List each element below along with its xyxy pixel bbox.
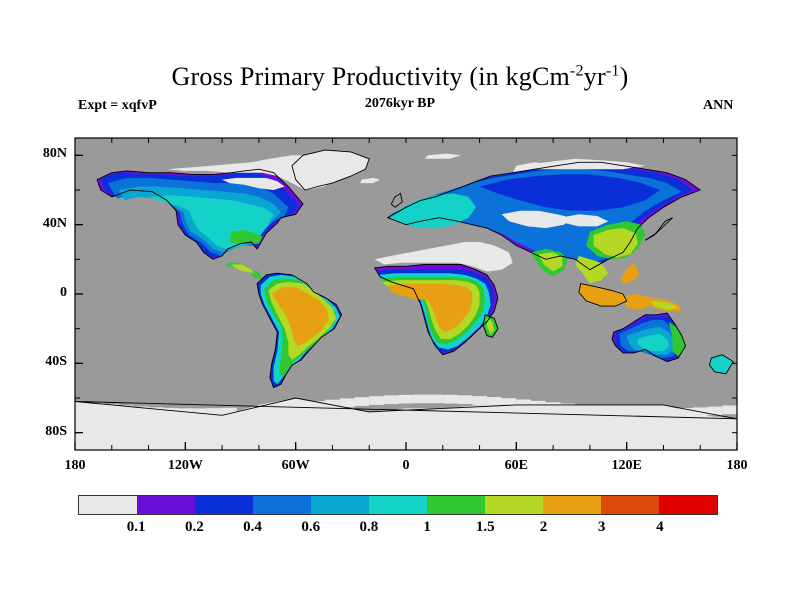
x-tick-label-4: 60E xyxy=(504,458,528,473)
experiment-label: Expt = xqfvP xyxy=(78,98,157,113)
title-superscript-1: -2 xyxy=(569,62,584,80)
title-close-paren: ) xyxy=(619,62,629,91)
y-tick-label-1: 40N xyxy=(42,215,67,231)
x-tick-label-0: 180 xyxy=(64,458,86,473)
y-tick-label-0: 80N xyxy=(42,146,67,162)
subtitle: 2076kyr BP xyxy=(364,96,436,111)
y-tick-label-3: 40S xyxy=(45,354,67,370)
title-text: Gross Primary Productivity (in kgCm xyxy=(171,62,570,91)
title-mid: yr xyxy=(583,62,606,91)
x-tick-label-6: 180 xyxy=(726,458,748,473)
season-label: ANN xyxy=(703,98,734,113)
y-tick-label-4: 80S xyxy=(45,423,67,439)
x-tick-label-2: 60W xyxy=(281,458,310,473)
y-tick-label-2: 0 xyxy=(60,285,67,300)
x-tick-label-5: 120E xyxy=(611,458,642,473)
x-tick-label-1: 120W xyxy=(167,458,203,473)
page-title: Gross Primary Productivity (in kgCm-2yr-… xyxy=(0,62,800,92)
x-tick-label-3: 0 xyxy=(402,458,410,473)
title-superscript-2: -1 xyxy=(605,62,620,80)
